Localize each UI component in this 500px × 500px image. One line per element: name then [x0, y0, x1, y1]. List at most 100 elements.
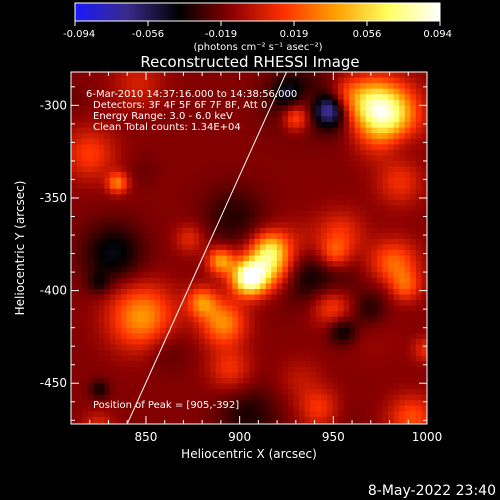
heatmap-cell: [137, 383, 144, 390]
heatmap-cell: [187, 199, 194, 206]
heatmap-cell: [349, 405, 356, 412]
heatmap-cell: [93, 133, 100, 140]
heatmap-cell: [376, 88, 383, 95]
heatmap-cell: [326, 339, 333, 345]
heatmap-cell: [421, 88, 427, 95]
heatmap-cell: [243, 339, 250, 345]
heatmap-cell: [126, 233, 133, 240]
heatmap-cell: [109, 166, 116, 173]
heatmap-cell: [93, 405, 100, 412]
heatmap-cell: [410, 400, 417, 407]
heatmap-cell: [165, 199, 172, 206]
heatmap-cell: [143, 161, 150, 167]
heatmap-cell: [104, 244, 111, 251]
heatmap-cell: [287, 177, 294, 184]
heatmap-cell: [93, 127, 100, 134]
heatmap-cell: [415, 244, 422, 251]
heatmap-cell: [276, 344, 283, 351]
heatmap-cell: [343, 211, 350, 218]
heatmap-cell: [304, 261, 311, 268]
heatmap-cell: [160, 288, 166, 295]
heatmap-cell: [349, 238, 356, 245]
heatmap-cell: [143, 372, 150, 379]
heatmap-cell: [226, 416, 233, 423]
heatmap-cell: [332, 222, 339, 229]
heatmap-cell: [310, 377, 317, 384]
heatmap-cell: [276, 400, 283, 407]
heatmap-cell: [354, 144, 361, 151]
heatmap-cell: [126, 161, 133, 167]
heatmap-cell: [282, 99, 289, 106]
heatmap-cell: [182, 311, 189, 318]
heatmap-cell: [299, 172, 306, 179]
heatmap-cell: [310, 311, 317, 318]
heatmap-cell: [399, 394, 406, 401]
heatmap-cell: [326, 250, 333, 256]
heatmap-cell: [121, 266, 128, 273]
heatmap-cell: [282, 311, 289, 318]
heatmap-cell: [193, 211, 200, 218]
heatmap-cell: [360, 166, 367, 173]
heatmap-cell: [171, 350, 178, 357]
heatmap-cell: [304, 250, 311, 256]
heatmap-cell: [338, 83, 344, 90]
heatmap-cell: [182, 244, 189, 251]
heatmap-cell: [299, 394, 306, 401]
heatmap-cell: [187, 322, 194, 329]
heatmap-cell: [193, 261, 200, 268]
heatmap-cell: [260, 222, 267, 229]
heatmap-cell: [82, 72, 89, 78]
heatmap-cell: [165, 172, 172, 179]
heatmap-cell: [109, 122, 116, 129]
heatmap-cell: [410, 344, 417, 351]
heatmap-cell: [204, 188, 211, 195]
heatmap-cell: [104, 83, 111, 90]
heatmap-cell: [243, 155, 250, 162]
heatmap-cell: [293, 133, 300, 140]
heatmap-cell: [321, 283, 328, 290]
heatmap-cell: [137, 105, 144, 112]
heatmap-cell: [304, 394, 311, 401]
heatmap-cell: [304, 110, 311, 117]
heatmap-cell: [93, 177, 100, 184]
heatmap-cell: [71, 155, 77, 162]
heatmap-cell: [326, 261, 333, 268]
heatmap-cell: [282, 394, 289, 401]
heatmap-cell: [221, 238, 228, 245]
heatmap-cell: [93, 194, 100, 201]
heatmap-cell: [265, 133, 272, 140]
heatmap-cell: [82, 88, 89, 95]
heatmap-cell: [232, 422, 239, 424]
heatmap-cell: [87, 83, 94, 90]
heatmap-cell: [304, 300, 311, 307]
heatmap-cell: [421, 99, 427, 106]
heatmap-cell: [260, 83, 267, 90]
heatmap-cell: [182, 99, 189, 106]
heatmap-cell: [310, 416, 317, 423]
colorbar-tick-label: -0.019: [205, 29, 237, 40]
heatmap-cell: [382, 250, 389, 256]
heatmap-cell: [304, 194, 311, 201]
heatmap-cell: [104, 149, 111, 156]
heatmap-cell: [276, 116, 283, 123]
heatmap-cell: [243, 127, 250, 134]
heatmap-cell: [276, 94, 283, 101]
heatmap-cell: [198, 389, 205, 396]
heatmap-cell: [421, 305, 427, 312]
heatmap-cell: [393, 166, 400, 173]
heatmap-cell: [148, 133, 155, 140]
heatmap-cell: [371, 400, 378, 407]
heatmap-cell: [121, 377, 128, 384]
heatmap-cell: [421, 199, 427, 206]
heatmap-cell: [126, 166, 133, 173]
heatmap-cell: [365, 283, 372, 290]
heatmap-cell: [276, 300, 283, 307]
heatmap-cell: [326, 99, 333, 106]
heatmap-cell: [276, 405, 283, 412]
heatmap-cell: [193, 161, 200, 167]
heatmap-cell: [310, 344, 317, 351]
heatmap-cell: [132, 411, 139, 418]
heatmap-cell: [265, 261, 272, 268]
heatmap-cell: [326, 149, 333, 156]
heatmap-cell: [104, 116, 111, 123]
